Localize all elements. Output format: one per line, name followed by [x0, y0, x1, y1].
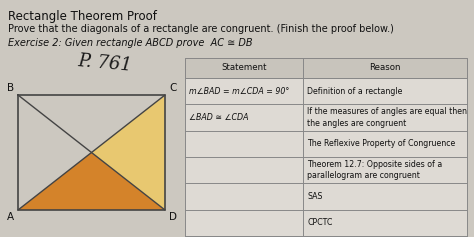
Text: Theorem 12.7: Opposite sides of a: Theorem 12.7: Opposite sides of a: [308, 160, 443, 169]
Text: P. 761: P. 761: [77, 52, 133, 75]
Text: parallelogram are congruent: parallelogram are congruent: [308, 171, 420, 180]
Text: m∠BAD = m∠CDA = 90°: m∠BAD = m∠CDA = 90°: [189, 87, 289, 96]
Text: Exercise 2: Given rectangle ABCD prove  AC ≅ DB: Exercise 2: Given rectangle ABCD prove A…: [8, 38, 253, 48]
Bar: [185, 58, 467, 236]
Text: C: C: [169, 83, 176, 93]
Text: Reason: Reason: [369, 64, 401, 73]
Polygon shape: [91, 95, 165, 210]
Polygon shape: [18, 152, 165, 210]
Text: B: B: [7, 83, 14, 93]
Text: SAS: SAS: [308, 192, 323, 201]
Text: Prove that the diagonals of a rectangle are congruent. (Finish the proof below.): Prove that the diagonals of a rectangle …: [8, 24, 394, 34]
Bar: [185, 58, 467, 78]
Text: D: D: [169, 212, 177, 222]
Text: A: A: [7, 212, 14, 222]
Text: the angles are congruent: the angles are congruent: [308, 119, 407, 128]
Text: Definition of a rectangle: Definition of a rectangle: [308, 87, 403, 96]
Text: Statement: Statement: [221, 64, 267, 73]
Text: ∠BAD ≅ ∠CDA: ∠BAD ≅ ∠CDA: [189, 113, 248, 122]
Text: Rectangle Theorem Proof: Rectangle Theorem Proof: [8, 10, 157, 23]
Text: The Reflexive Property of Congruence: The Reflexive Property of Congruence: [308, 139, 456, 148]
Text: If the measures of angles are equal then: If the measures of angles are equal then: [308, 107, 467, 116]
Text: CPCTC: CPCTC: [308, 218, 333, 227]
